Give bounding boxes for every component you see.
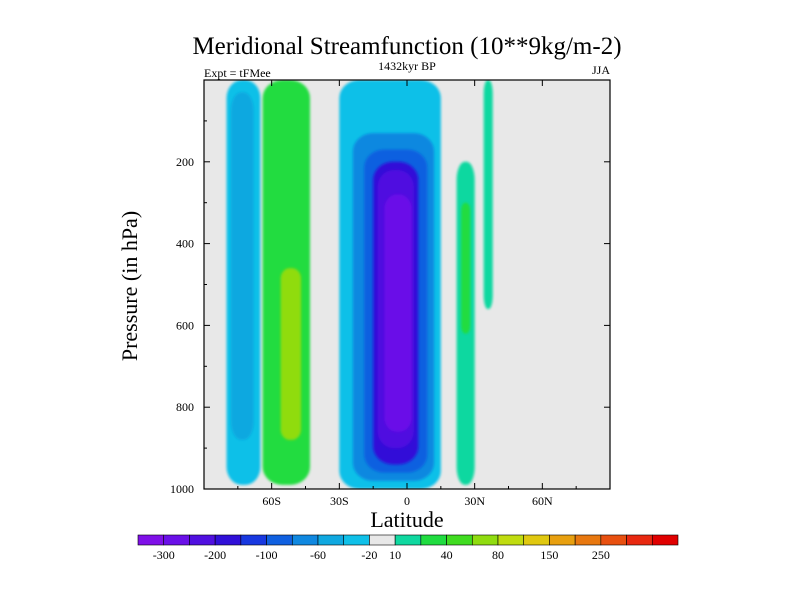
colorbar-tick-label: -60 (310, 548, 326, 562)
colorbar-tick-label: -300 (153, 548, 175, 562)
x-tick-label: 60N (532, 494, 553, 508)
x-tick-label: 60S (262, 494, 281, 508)
colorbar-segment (291, 534, 319, 546)
colorbar-tick-label: -20 (361, 548, 377, 562)
colorbar-segment (394, 534, 422, 546)
y-axis: 200 400 600 800 1000 (170, 120, 610, 496)
y-tick-label: 600 (176, 318, 194, 332)
x-axis: 60S 30S 0 30N 60N (237, 80, 577, 508)
season-label: JJA (592, 63, 610, 77)
colorbar-segment (189, 534, 216, 546)
colorbar-segment (549, 534, 576, 546)
contour-region-ferrel-core (280, 268, 301, 440)
colorbar-segment (420, 534, 447, 546)
colorbar-tick-label: 10 (389, 548, 401, 562)
contour-fill-layer (226, 80, 493, 489)
contour-region-nh-streak (483, 80, 493, 310)
colorbar-segment (471, 534, 499, 546)
colorbar-segment (626, 534, 653, 546)
experiment-label: Expt = tFMee (204, 66, 271, 80)
colorbar-segment (266, 534, 293, 546)
contour-region-nh-cell-inner (461, 202, 471, 334)
colorbar-segment (600, 534, 627, 546)
colorbar-segment (240, 534, 267, 546)
colorbar-segment (163, 534, 190, 546)
contour-region-sh-cell-mid (231, 92, 254, 440)
contour-region-hadley-core (384, 194, 412, 432)
colorbar-segment (523, 534, 550, 546)
colorbar-segment (574, 534, 602, 546)
colorbar (137, 534, 679, 546)
x-tick-label: 0 (404, 494, 410, 508)
colorbar-segment (446, 534, 473, 546)
y-axis-label: Pressure (in hPa) (117, 211, 142, 361)
x-axis-label: Latitude (370, 507, 443, 532)
chart-title: Meridional Streamfunction (10**9kg/m-2) (192, 33, 621, 60)
colorbar-tick-label: 250 (592, 548, 610, 562)
colorbar-tick-label: 150 (540, 548, 558, 562)
colorbar-tick-label: 40 (441, 548, 453, 562)
colorbar-segment (214, 534, 242, 546)
y-tick-label: 800 (176, 400, 194, 414)
colorbar-tick-label: -100 (256, 548, 278, 562)
x-tick-label: 30N (464, 494, 485, 508)
y-tick-label: 1000 (170, 482, 194, 496)
colorbar-tick-label: 80 (492, 548, 504, 562)
colorbar-segment (497, 534, 525, 546)
colorbar-segment (651, 534, 679, 546)
time-label: 1432kyr BP (378, 59, 436, 73)
colorbar-segment (137, 534, 165, 546)
x-tick-label: 30S (330, 494, 349, 508)
y-tick-label: 200 (176, 155, 194, 169)
colorbar-segment (369, 534, 396, 546)
colorbar-labels: -300 -200 -100 -60 -20 10 40 80 150 250 (153, 548, 610, 562)
y-tick-label: 400 (176, 237, 194, 251)
colorbar-tick-label: -200 (204, 548, 226, 562)
colorbar-segment (317, 534, 345, 546)
colorbar-segment (343, 534, 370, 546)
